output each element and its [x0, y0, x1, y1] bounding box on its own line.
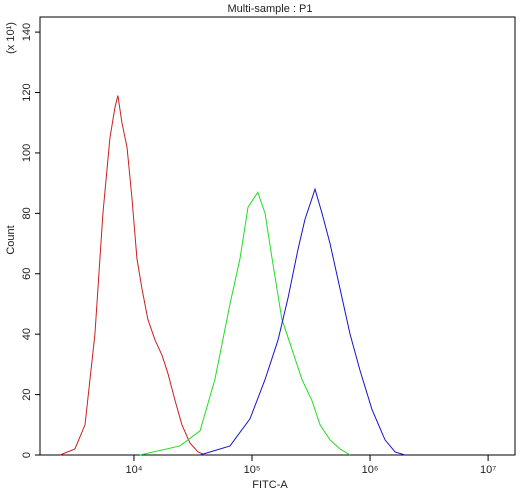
chart-title: Multi-sample : P1 — [228, 3, 313, 15]
y-tick-label: 0 — [21, 452, 33, 458]
histogram-line — [199, 187, 406, 456]
y-tick-label: 120 — [21, 83, 33, 101]
y-tick-label: 60 — [21, 268, 33, 280]
y-tick-label: 140 — [21, 23, 33, 41]
x-tick-label: 10⁴ — [125, 464, 142, 476]
y-tick-label: 40 — [21, 328, 33, 340]
x-tick-label: 10⁶ — [362, 464, 379, 476]
x-tick-label: 10⁵ — [244, 464, 261, 476]
y-axis-label: Count — [5, 225, 17, 254]
y-multiplier: (x 10¹) — [5, 22, 17, 54]
histogram-line — [139, 191, 351, 456]
y-tick-label: 100 — [21, 144, 33, 162]
x-axis-label: FITC-A — [252, 479, 288, 491]
histogram-line — [59, 95, 206, 456]
y-tick-label: 20 — [21, 388, 33, 400]
plot-frame — [39, 16, 516, 456]
x-tick-label: 10⁷ — [480, 464, 496, 476]
y-tick-label: 80 — [21, 207, 33, 219]
